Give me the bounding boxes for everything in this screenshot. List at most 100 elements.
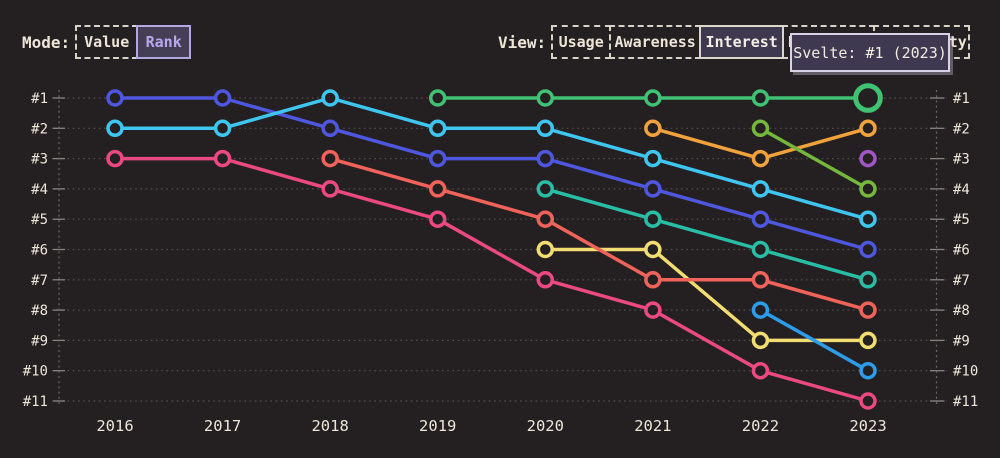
rank-label-right-3: #3	[953, 152, 970, 168]
point-series-coral-2022[interactable]	[751, 271, 770, 289]
view-option-usage[interactable]: Usage	[551, 25, 612, 59]
point-series-cyan-2023[interactable]	[859, 210, 877, 228]
rank-label-left-7: #7	[31, 273, 48, 289]
point-series-cyan-2022[interactable]	[751, 180, 770, 198]
mode-toggle: Mode: Value Rank	[22, 25, 192, 59]
point-series-magenta-2019[interactable]	[428, 210, 447, 228]
point-series-coral-2021[interactable]	[644, 271, 662, 289]
point-series-cyan-2021[interactable]	[644, 149, 662, 168]
point-Svelte-2023-highlighted[interactable]	[853, 83, 883, 113]
point-series-teal-2021[interactable]	[644, 210, 662, 228]
point-series-olive-2023[interactable]	[859, 180, 877, 198]
point-series-magenta-2016[interactable]	[106, 149, 124, 168]
point-series-magenta-2020[interactable]	[536, 271, 555, 289]
point-series-coral-2018[interactable]	[321, 149, 339, 168]
point-series-blue-2016[interactable]	[106, 89, 124, 107]
line-series-blue	[113, 96, 870, 252]
point-series-magenta-2022[interactable]	[751, 361, 770, 380]
point-series-magenta-2017[interactable]	[213, 149, 232, 168]
rank-label-left-5: #5	[31, 212, 48, 228]
rank-label-left-10: #10	[23, 364, 48, 380]
line-series-coral	[328, 156, 870, 312]
line-series-olive	[758, 126, 870, 191]
point-series-orange-2022[interactable]	[751, 149, 770, 168]
rank-label-right-4: #4	[953, 182, 970, 198]
year-label-2021: 2021	[634, 417, 671, 435]
year-label-2019: 2019	[419, 417, 456, 435]
rank-label-right-2: #2	[953, 121, 970, 137]
point-series-blue-2023[interactable]	[859, 240, 877, 259]
view-option-interest[interactable]: Interest	[699, 25, 785, 59]
year-label-2017: 2017	[204, 417, 241, 435]
point-series-teal-2023[interactable]	[859, 271, 877, 289]
line-series-azure	[758, 308, 870, 373]
point-series-coral-2020[interactable]	[536, 210, 555, 228]
point-series-blue-2017[interactable]	[213, 89, 232, 107]
point-series-coral-2019[interactable]	[428, 180, 447, 198]
point-series-blue-2018[interactable]	[321, 119, 339, 138]
rank-label-right-5: #5	[953, 212, 970, 228]
rank-label-left-3: #3	[31, 152, 48, 168]
tooltip-text: Svelte: #1 (2023)	[793, 43, 947, 62]
rank-label-left-2: #2	[31, 121, 48, 137]
point-series-cyan-2020[interactable]	[536, 119, 555, 138]
point-series-cyan-2017[interactable]	[213, 119, 232, 138]
point-series-cyan-2016[interactable]	[106, 119, 124, 138]
rank-label-left-4: #4	[31, 182, 48, 198]
chart-tooltip: Svelte: #1 (2023)	[790, 33, 950, 72]
point-series-blue-2020[interactable]	[536, 149, 555, 168]
point-series-cyan-2018[interactable]	[321, 89, 339, 107]
point-series-yellow-2023[interactable]	[859, 331, 877, 350]
point-series-blue-2022[interactable]	[751, 210, 770, 228]
point-Svelte-2020[interactable]	[536, 89, 555, 107]
mode-option-rank[interactable]: Rank	[136, 25, 192, 59]
point-series-orange-2021[interactable]	[644, 119, 662, 138]
rank-label-left-9: #9	[31, 333, 48, 349]
point-series-magenta-2023[interactable]	[859, 392, 877, 410]
point-series-teal-2022[interactable]	[751, 240, 770, 259]
year-label-2020: 2020	[527, 417, 564, 435]
point-series-teal-2020[interactable]	[536, 180, 555, 198]
point-Svelte-2022[interactable]	[751, 89, 770, 107]
rank-label-left-1: #1	[31, 91, 48, 107]
mode-buttons: Value Rank	[75, 25, 192, 59]
rank-label-right-10: #10	[953, 364, 978, 380]
point-series-cyan-2019[interactable]	[428, 119, 447, 138]
point-series-orange-2023[interactable]	[859, 119, 877, 138]
point-series-blue-2021[interactable]	[644, 180, 662, 198]
year-label-2016: 2016	[96, 417, 133, 435]
point-series-magenta-2021[interactable]	[644, 301, 662, 319]
year-label-2022: 2022	[742, 417, 779, 435]
point-series-yellow-2020[interactable]	[536, 240, 555, 259]
rank-label-left-6: #6	[31, 243, 48, 259]
point-Svelte-2021[interactable]	[644, 89, 662, 107]
point-series-yellow-2022[interactable]	[751, 331, 770, 350]
line-series-cyan	[113, 96, 870, 221]
rank-label-left-11: #11	[23, 394, 48, 410]
view-label: View:	[498, 32, 547, 52]
rank-label-right-8: #8	[953, 303, 970, 319]
rank-label-left-8: #8	[31, 303, 48, 319]
year-label-2023: 2023	[849, 417, 886, 435]
point-series-yellow-2021[interactable]	[644, 240, 662, 259]
year-label-2018: 2018	[311, 417, 348, 435]
point-series-magenta-2018[interactable]	[321, 180, 339, 198]
point-series-blue-2019[interactable]	[428, 149, 447, 168]
mode-label: Mode:	[22, 32, 71, 52]
point-Svelte-2019[interactable]	[428, 89, 447, 107]
rank-label-right-1: #1	[953, 91, 970, 107]
point-series-purple-2023[interactable]	[859, 149, 877, 168]
line-series-magenta	[113, 156, 870, 403]
view-option-awareness[interactable]: Awareness	[609, 25, 702, 59]
line-series-teal	[543, 187, 870, 282]
mode-option-value[interactable]: Value	[75, 25, 139, 59]
point-series-azure-2023[interactable]	[859, 361, 877, 380]
point-series-azure-2022[interactable]	[751, 301, 770, 319]
rank-label-right-6: #6	[953, 243, 970, 259]
rank-label-right-9: #9	[953, 333, 970, 349]
rank-label-right-7: #7	[953, 273, 970, 289]
point-series-olive-2022[interactable]	[751, 119, 770, 138]
rank-label-right-11: #11	[953, 394, 978, 410]
point-series-coral-2023[interactable]	[859, 301, 877, 319]
